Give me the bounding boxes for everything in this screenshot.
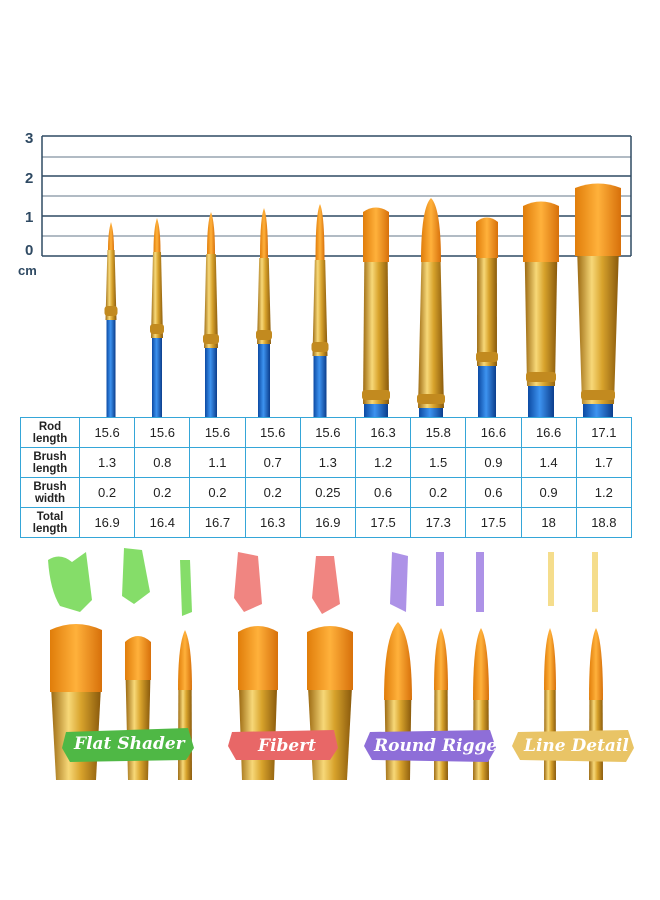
tag-round-rigger: Round Rigger <box>374 736 507 756</box>
tag-flat-shader: Flat Shader <box>74 734 185 754</box>
row-header-line2: length <box>32 522 68 535</box>
paintbrush-icon <box>150 218 164 420</box>
tag-line-detail: Line Detail <box>524 736 629 756</box>
paintbrush-icon <box>311 204 329 420</box>
ruler-tick-3: 3 <box>25 130 34 147</box>
table-cell: 0.7 <box>244 447 301 478</box>
table-cell: 0.9 <box>465 447 522 478</box>
table-cell: 0.2 <box>134 477 191 508</box>
table-cell: 18.8 <box>575 507 633 538</box>
row-header-line1: Total <box>36 510 64 523</box>
row-header-line1: Brush <box>33 480 67 493</box>
table-row: Brush length 1.3 0.8 1.1 0.7 1.3 1.2 1.5 0.9 1.4 1.… <box>20 447 633 478</box>
row-header: Total length <box>20 507 80 538</box>
table-cell: 1.7 <box>575 447 633 478</box>
table-cell: 15.6 <box>78 417 136 448</box>
table-cell: 16.3 <box>354 417 412 448</box>
table-cell: 1.4 <box>520 447 577 478</box>
row-header: Brush length <box>20 447 80 478</box>
table-cell: 15.6 <box>244 417 301 448</box>
table-cell: 18 <box>520 507 577 538</box>
ruler-unit: cm <box>18 263 37 278</box>
row-header-line2: length <box>32 432 68 445</box>
spec-table: Rod length 15.6 15.6 15.6 15.6 15.6 16.3 15.8 16.… <box>20 417 633 538</box>
tag-fibert: Fibert <box>258 736 317 756</box>
paintbrush-icon <box>256 208 272 420</box>
table-cell: 0.2 <box>189 477 246 508</box>
table-cell: 17.1 <box>575 417 633 448</box>
row-header-line1: Brush <box>33 450 67 463</box>
brush-row <box>104 183 621 420</box>
table-cell: 16.7 <box>189 507 246 538</box>
table-cell: 17.3 <box>410 507 467 538</box>
table-cell: 16.6 <box>520 417 577 448</box>
table-cell: 16.4 <box>134 507 191 538</box>
table-cell: 17.5 <box>465 507 522 538</box>
table-cell: 0.6 <box>465 477 522 508</box>
paintbrush-icon <box>417 198 445 420</box>
paintbrush-icon <box>362 207 390 420</box>
row-header-line1: Rod <box>38 420 62 433</box>
table-cell: 15.6 <box>134 417 191 448</box>
paintbrush-icon <box>523 201 559 420</box>
table-cell: 1.5 <box>410 447 467 478</box>
table-cell: 1.3 <box>78 447 136 478</box>
paintbrush-icon <box>575 183 621 420</box>
table-row: Rod length 15.6 15.6 15.6 15.6 15.6 16.3 15.8 16.… <box>20 417 633 448</box>
table-cell: 1.2 <box>354 447 412 478</box>
table-cell: 16.3 <box>244 507 301 538</box>
table-cell: 0.25 <box>299 477 356 508</box>
table-cell: 16.6 <box>465 417 522 448</box>
table-cell: 16.9 <box>299 507 356 538</box>
table-cell: 0.8 <box>134 447 191 478</box>
table-row: Total length 16.9 16.4 16.7 16.3 16.9 17.5 17.3 1… <box>20 507 633 538</box>
paintbrush-icon <box>203 212 219 420</box>
table-cell: 1.2 <box>575 477 633 508</box>
table-cell: 0.2 <box>410 477 467 508</box>
table-cell: 1.3 <box>299 447 356 478</box>
row-header-line2: width <box>34 492 66 505</box>
table-cell: 0.2 <box>78 477 136 508</box>
table-cell: 0.6 <box>354 477 412 508</box>
table-cell: 0.9 <box>520 477 577 508</box>
table-cell: 17.5 <box>354 507 412 538</box>
paint-stroke-icon <box>48 548 598 616</box>
table-cell: 1.1 <box>189 447 246 478</box>
table-cell: 0.2 <box>244 477 301 508</box>
ruler <box>41 135 632 257</box>
row-header: Rod length <box>20 417 80 448</box>
table-cell: 15.8 <box>410 417 467 448</box>
ruler-tick-2: 2 <box>25 170 34 187</box>
row-header: Brush width <box>20 477 80 508</box>
row-header-line2: length <box>32 462 68 475</box>
ribbon-banner-icon <box>62 728 634 762</box>
paintbrush-icon <box>104 222 118 420</box>
table-cell: 15.6 <box>299 417 356 448</box>
ruler-tick-0: 0 <box>25 242 34 259</box>
ruler-tick-1: 1 <box>25 209 34 226</box>
paintbrush-icon <box>476 217 498 420</box>
table-row: Brush width 0.2 0.2 0.2 0.2 0.25 0.6 0.2 0.6 0.9 1.… <box>20 477 633 508</box>
table-cell: 15.6 <box>189 417 246 448</box>
table-cell: 16.9 <box>78 507 136 538</box>
